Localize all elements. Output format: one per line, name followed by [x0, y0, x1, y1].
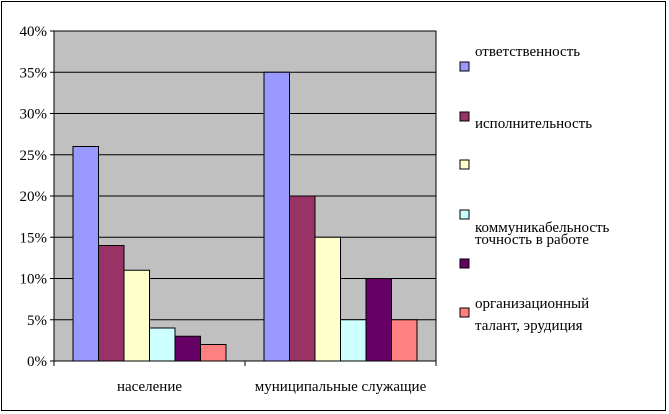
legend-label: организационный: [475, 296, 589, 312]
bar: [263, 71, 290, 362]
y-tick-label: 25%: [20, 148, 48, 164]
legend-label: ответственность: [475, 44, 580, 60]
bar: [72, 146, 99, 362]
bar: [314, 236, 341, 362]
y-tick-label: 40%: [20, 24, 48, 40]
x-tick-label: муниципальные служащие: [255, 379, 427, 395]
y-tick-label: 35%: [20, 65, 48, 81]
legend-label: точность в работе: [475, 232, 589, 248]
bar: [391, 319, 418, 362]
legend-swatch: [459, 61, 470, 72]
bar: [200, 344, 227, 362]
y-tick-label: 15%: [20, 230, 48, 246]
bar: [98, 245, 125, 362]
legend-label: исполнительность: [475, 116, 592, 132]
legend-label: талант, эрудиция: [475, 318, 583, 334]
bar: [123, 269, 150, 362]
legend-swatch: [459, 258, 470, 269]
bar: [289, 195, 316, 362]
y-tick-label: 10%: [20, 272, 48, 288]
legend-swatch: [459, 209, 470, 220]
bar: [149, 327, 176, 362]
legend-swatch: [459, 111, 470, 122]
bar: [365, 278, 392, 362]
legend-swatch: [459, 307, 470, 318]
bar: [174, 335, 201, 362]
x-tick-label: население: [117, 379, 182, 395]
y-tick-label: 20%: [20, 189, 48, 205]
bar: [340, 319, 367, 362]
legend-swatch: [459, 159, 470, 170]
y-tick-label: 30%: [20, 107, 48, 123]
y-tick-label: 0%: [27, 354, 47, 370]
legend-label: коммуникабельность: [475, 220, 610, 236]
y-tick-label: 5%: [27, 313, 47, 329]
